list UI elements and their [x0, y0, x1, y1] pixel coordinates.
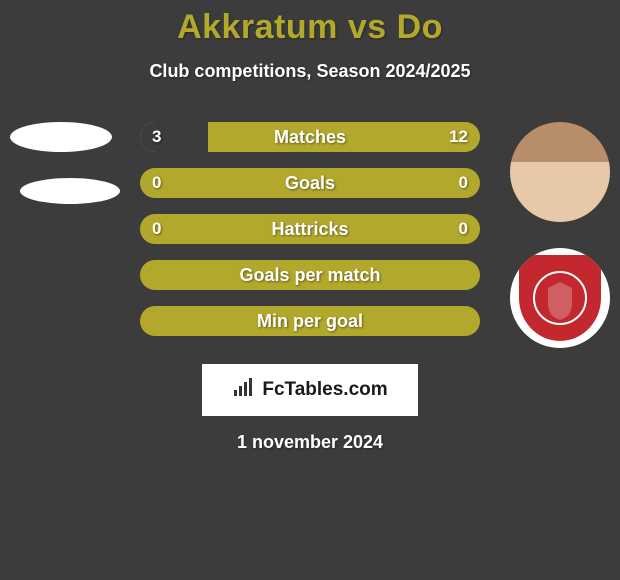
stat-bar: 0Hattricks0	[140, 214, 480, 244]
stat-value-right: 0	[459, 173, 468, 193]
chart-bars-icon	[232, 376, 256, 404]
club-badge-icon	[510, 248, 610, 348]
right-player-column	[510, 122, 610, 374]
player-photo-icon	[510, 122, 610, 222]
stat-label: Goals per match	[140, 265, 480, 286]
stat-bars: 3Matches120Goals00Hattricks0Goals per ma…	[140, 122, 480, 352]
left-player-placeholder	[10, 122, 120, 204]
stat-bar: 3Matches12	[140, 122, 480, 152]
stat-label: Goals	[140, 173, 480, 194]
source-logo-text: FcTables.com	[262, 379, 387, 401]
subtitle: Club competitions, Season 2024/2025	[0, 61, 620, 82]
date-text: 1 november 2024	[0, 432, 620, 453]
club-shield-icon	[519, 255, 601, 341]
stat-label: Hattricks	[140, 219, 480, 240]
placeholder-ellipse-icon	[20, 178, 120, 204]
stat-label: Matches	[140, 127, 480, 148]
placeholder-ellipse-icon	[10, 122, 112, 152]
stat-value-right: 12	[449, 127, 468, 147]
stat-label: Min per goal	[140, 311, 480, 332]
infographic-root: Akkratum vs Do Club competitions, Season…	[0, 0, 620, 580]
page-title: Akkratum vs Do	[0, 0, 620, 47]
comparison-area: 3Matches120Goals00Hattricks0Goals per ma…	[0, 122, 620, 362]
stat-bar: 0Goals0	[140, 168, 480, 198]
stat-bar: Goals per match	[140, 260, 480, 290]
source-logo: FcTables.com	[202, 364, 418, 416]
stat-bar: Min per goal	[140, 306, 480, 336]
stat-value-right: 0	[459, 219, 468, 239]
